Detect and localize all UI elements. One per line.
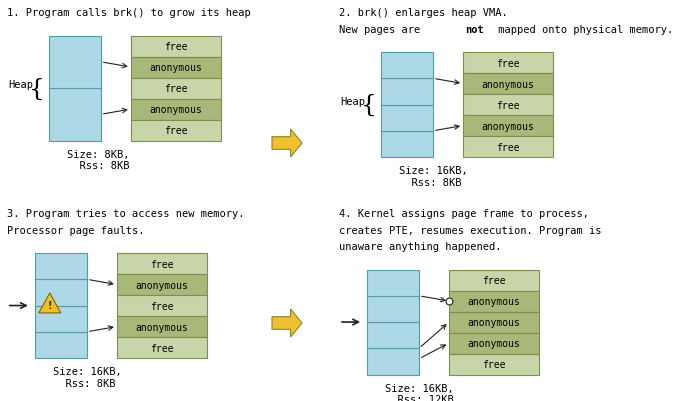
- Text: free: free: [496, 142, 520, 152]
- FancyBboxPatch shape: [367, 322, 419, 348]
- Text: mapped onto physical memory.: mapped onto physical memory.: [492, 24, 673, 34]
- FancyBboxPatch shape: [35, 332, 87, 358]
- FancyBboxPatch shape: [35, 279, 87, 306]
- Text: anonymous: anonymous: [136, 280, 188, 290]
- Text: Heap: Heap: [7, 80, 33, 90]
- FancyBboxPatch shape: [117, 253, 207, 274]
- Text: {: {: [361, 94, 377, 117]
- Text: Size: 16KB,
  Rss: 8KB: Size: 16KB, Rss: 8KB: [53, 366, 121, 388]
- FancyBboxPatch shape: [367, 296, 419, 322]
- Text: anonymous: anonymous: [149, 63, 202, 73]
- Text: unaware anything happened.: unaware anything happened.: [339, 241, 502, 251]
- Text: free: free: [164, 42, 188, 52]
- FancyBboxPatch shape: [35, 306, 87, 332]
- Text: Size: 16KB,
  Rss: 8KB: Size: 16KB, Rss: 8KB: [399, 166, 468, 187]
- Text: Size: 16KB,
  Rss: 12KB: Size: 16KB, Rss: 12KB: [385, 383, 454, 401]
- FancyBboxPatch shape: [131, 57, 221, 78]
- FancyBboxPatch shape: [449, 312, 539, 333]
- FancyBboxPatch shape: [117, 316, 207, 337]
- Text: anonymous: anonymous: [468, 296, 521, 306]
- FancyBboxPatch shape: [463, 116, 553, 137]
- FancyBboxPatch shape: [367, 348, 419, 375]
- Text: creates PTE, resumes execution. Program is: creates PTE, resumes execution. Program …: [339, 225, 601, 235]
- Text: 4. Kernel assigns page frame to process,: 4. Kernel assigns page frame to process,: [339, 209, 589, 219]
- FancyBboxPatch shape: [49, 36, 101, 89]
- FancyBboxPatch shape: [463, 95, 553, 116]
- FancyBboxPatch shape: [49, 89, 101, 141]
- Text: free: free: [164, 126, 188, 136]
- Text: free: free: [150, 343, 174, 352]
- Text: free: free: [150, 301, 174, 311]
- FancyBboxPatch shape: [449, 270, 539, 291]
- Text: Size: 8KB,
  Rss: 8KB: Size: 8KB, Rss: 8KB: [66, 149, 129, 171]
- FancyBboxPatch shape: [463, 53, 553, 74]
- FancyBboxPatch shape: [381, 132, 433, 158]
- Text: anonymous: anonymous: [468, 338, 521, 348]
- Text: free: free: [150, 259, 174, 269]
- Text: New pages are: New pages are: [339, 24, 426, 34]
- Text: free: free: [482, 359, 506, 369]
- Text: free: free: [164, 84, 188, 94]
- FancyBboxPatch shape: [117, 274, 207, 295]
- Text: !: !: [47, 300, 52, 310]
- FancyBboxPatch shape: [367, 270, 419, 296]
- FancyBboxPatch shape: [131, 78, 221, 99]
- Text: 1. Program calls brk() to grow its heap: 1. Program calls brk() to grow its heap: [7, 8, 251, 18]
- FancyBboxPatch shape: [449, 291, 539, 312]
- FancyBboxPatch shape: [381, 105, 433, 132]
- Text: anonymous: anonymous: [481, 121, 534, 131]
- Text: free: free: [496, 59, 520, 68]
- FancyBboxPatch shape: [463, 137, 553, 158]
- FancyArrow shape: [272, 309, 302, 337]
- FancyBboxPatch shape: [463, 74, 553, 95]
- FancyArrow shape: [272, 130, 302, 158]
- FancyBboxPatch shape: [35, 253, 87, 279]
- Polygon shape: [39, 293, 61, 313]
- Text: free: free: [496, 100, 520, 110]
- Text: anonymous: anonymous: [149, 105, 202, 115]
- Text: Processor page faults.: Processor page faults.: [7, 225, 144, 235]
- Text: free: free: [482, 275, 506, 286]
- FancyBboxPatch shape: [449, 333, 539, 354]
- FancyBboxPatch shape: [117, 337, 207, 358]
- FancyBboxPatch shape: [117, 295, 207, 316]
- Text: 2. brk() enlarges heap VMA.: 2. brk() enlarges heap VMA.: [339, 8, 508, 18]
- Text: anonymous: anonymous: [136, 322, 188, 332]
- Text: Heap: Heap: [340, 96, 365, 106]
- FancyBboxPatch shape: [131, 99, 221, 120]
- FancyBboxPatch shape: [131, 120, 221, 141]
- FancyBboxPatch shape: [381, 79, 433, 105]
- Text: anonymous: anonymous: [468, 317, 521, 327]
- Text: anonymous: anonymous: [481, 79, 534, 89]
- FancyBboxPatch shape: [381, 53, 433, 79]
- FancyBboxPatch shape: [449, 354, 539, 375]
- Text: {: {: [29, 77, 45, 100]
- Text: 3. Program tries to access new memory.: 3. Program tries to access new memory.: [7, 209, 244, 219]
- FancyBboxPatch shape: [131, 36, 221, 57]
- Text: not: not: [465, 24, 483, 34]
